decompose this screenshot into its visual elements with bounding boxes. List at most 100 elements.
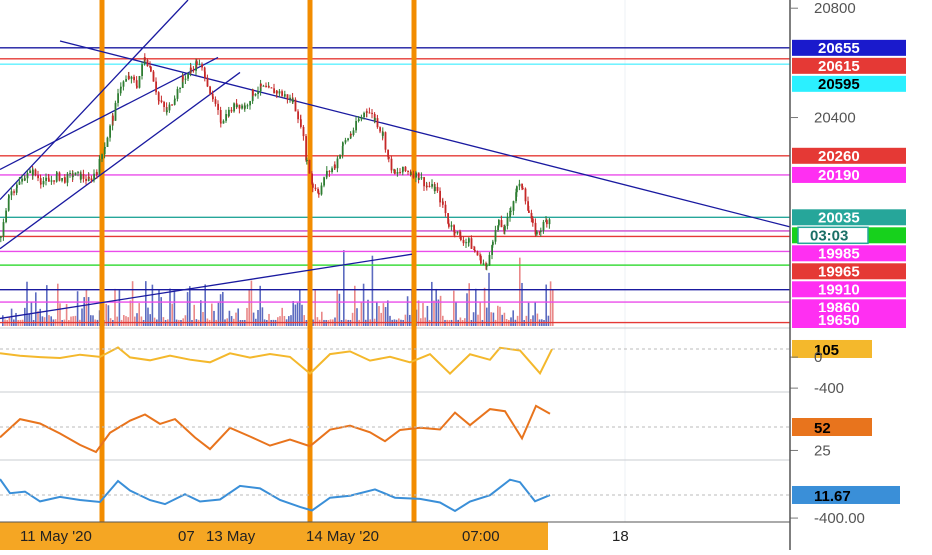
price-candles bbox=[0, 53, 551, 271]
volume-bar bbox=[483, 287, 486, 326]
volume-bar bbox=[380, 312, 382, 326]
candle-body bbox=[294, 99, 297, 112]
price-tag-20035[interactable] bbox=[792, 209, 906, 226]
volume-bar bbox=[202, 311, 204, 326]
volume-bar bbox=[85, 289, 88, 326]
candle-body bbox=[504, 225, 506, 231]
volume-bar bbox=[437, 299, 440, 326]
horizontal-levels[interactable]: 2065520615205952026020190200351998519985… bbox=[0, 39, 906, 329]
candle-body bbox=[149, 66, 151, 68]
vertical-time-markers[interactable] bbox=[99, 0, 417, 522]
price-axis[interactable]: 20800 20400 bbox=[789, 0, 856, 550]
price-tag-19985[interactable] bbox=[792, 245, 906, 262]
price-tag-19650[interactable] bbox=[792, 312, 906, 328]
candle-body bbox=[163, 101, 165, 108]
candle-body bbox=[510, 210, 512, 212]
candle-body bbox=[120, 86, 122, 89]
candle-body bbox=[72, 175, 74, 178]
candle-body bbox=[530, 212, 533, 219]
volume-bar bbox=[153, 317, 156, 326]
candle-body bbox=[439, 190, 441, 203]
candle-body bbox=[146, 60, 149, 67]
candle-body bbox=[292, 99, 294, 103]
price-tag-20190[interactable] bbox=[792, 166, 906, 183]
time-axis[interactable]: 11 May '20 07 13 May 14 May '20 07:00 18 bbox=[0, 521, 790, 550]
volume-bar bbox=[217, 302, 220, 326]
candle-body bbox=[284, 94, 286, 96]
price-tag-19910[interactable] bbox=[792, 281, 906, 298]
candle-body bbox=[524, 188, 527, 202]
candle-body bbox=[168, 104, 171, 111]
volume-bar bbox=[431, 281, 433, 326]
price-tag-label: 20615 bbox=[818, 58, 860, 75]
candle-body bbox=[66, 173, 69, 183]
volume-bar bbox=[404, 314, 407, 326]
volume-bar bbox=[532, 315, 534, 326]
candle-body bbox=[328, 170, 331, 173]
price-tag-20615[interactable] bbox=[792, 57, 906, 74]
volume-bar bbox=[46, 285, 48, 326]
descending-resistance-line[interactable] bbox=[59, 40, 791, 228]
candle-body bbox=[399, 172, 401, 174]
rising-support-line[interactable] bbox=[0, 253, 413, 320]
volume-bar bbox=[70, 316, 72, 326]
price-tag-20260[interactable] bbox=[792, 147, 906, 164]
candle-body bbox=[257, 91, 259, 95]
volume-bar bbox=[376, 302, 378, 326]
candle-body bbox=[387, 149, 389, 157]
candle-body bbox=[187, 73, 189, 79]
candle-body bbox=[249, 101, 251, 106]
candle-body bbox=[317, 188, 319, 193]
candle-body bbox=[476, 251, 479, 256]
price-tag-20595[interactable] bbox=[792, 75, 906, 92]
candle-body bbox=[423, 177, 425, 187]
candle-body bbox=[236, 104, 238, 107]
volume-bar bbox=[114, 288, 116, 326]
candle-body bbox=[39, 178, 42, 184]
candle-body bbox=[96, 172, 98, 175]
volume-bar bbox=[290, 315, 292, 326]
volume-bar bbox=[536, 313, 539, 326]
candle-body bbox=[339, 154, 341, 159]
indicator-axis-label: 0 bbox=[814, 349, 822, 366]
candle-body bbox=[459, 231, 461, 236]
volume-bar bbox=[140, 316, 143, 326]
candle-body bbox=[418, 178, 420, 180]
candle-body bbox=[417, 172, 420, 180]
volume-bar bbox=[406, 296, 409, 326]
upper-channel-line[interactable] bbox=[0, 0, 189, 200]
volume-bar bbox=[131, 281, 134, 326]
candle-body bbox=[512, 201, 515, 211]
candle-body bbox=[308, 159, 311, 174]
volume-bar bbox=[354, 285, 356, 326]
candle-body bbox=[241, 105, 243, 109]
candle-body bbox=[260, 83, 262, 86]
volume-bar bbox=[138, 303, 140, 326]
candle-body bbox=[222, 120, 225, 124]
candle-body bbox=[384, 132, 387, 150]
trend-lines[interactable] bbox=[0, 0, 791, 320]
candle-body bbox=[77, 172, 79, 174]
candle-body bbox=[410, 173, 412, 175]
candle-body bbox=[24, 178, 26, 181]
volume-bar bbox=[81, 308, 83, 326]
candle-body bbox=[196, 61, 198, 65]
volume-bar bbox=[145, 281, 147, 326]
price-tag-19860[interactable] bbox=[792, 299, 906, 316]
volume-bar bbox=[162, 317, 165, 326]
volume-bar bbox=[439, 295, 442, 326]
candle-body bbox=[394, 169, 396, 174]
candle-body bbox=[74, 172, 77, 176]
volume-bar bbox=[160, 297, 162, 326]
volume-bar bbox=[43, 317, 46, 326]
volume-bar bbox=[211, 303, 213, 326]
price-tag-20655[interactable] bbox=[792, 39, 906, 56]
candle-body bbox=[379, 127, 381, 132]
channel-mid-line[interactable] bbox=[0, 56, 219, 171]
candle-body bbox=[93, 173, 95, 181]
lower-channel-line[interactable] bbox=[0, 71, 241, 250]
volume-bar bbox=[336, 289, 338, 326]
price-tag-19965[interactable] bbox=[792, 263, 906, 280]
